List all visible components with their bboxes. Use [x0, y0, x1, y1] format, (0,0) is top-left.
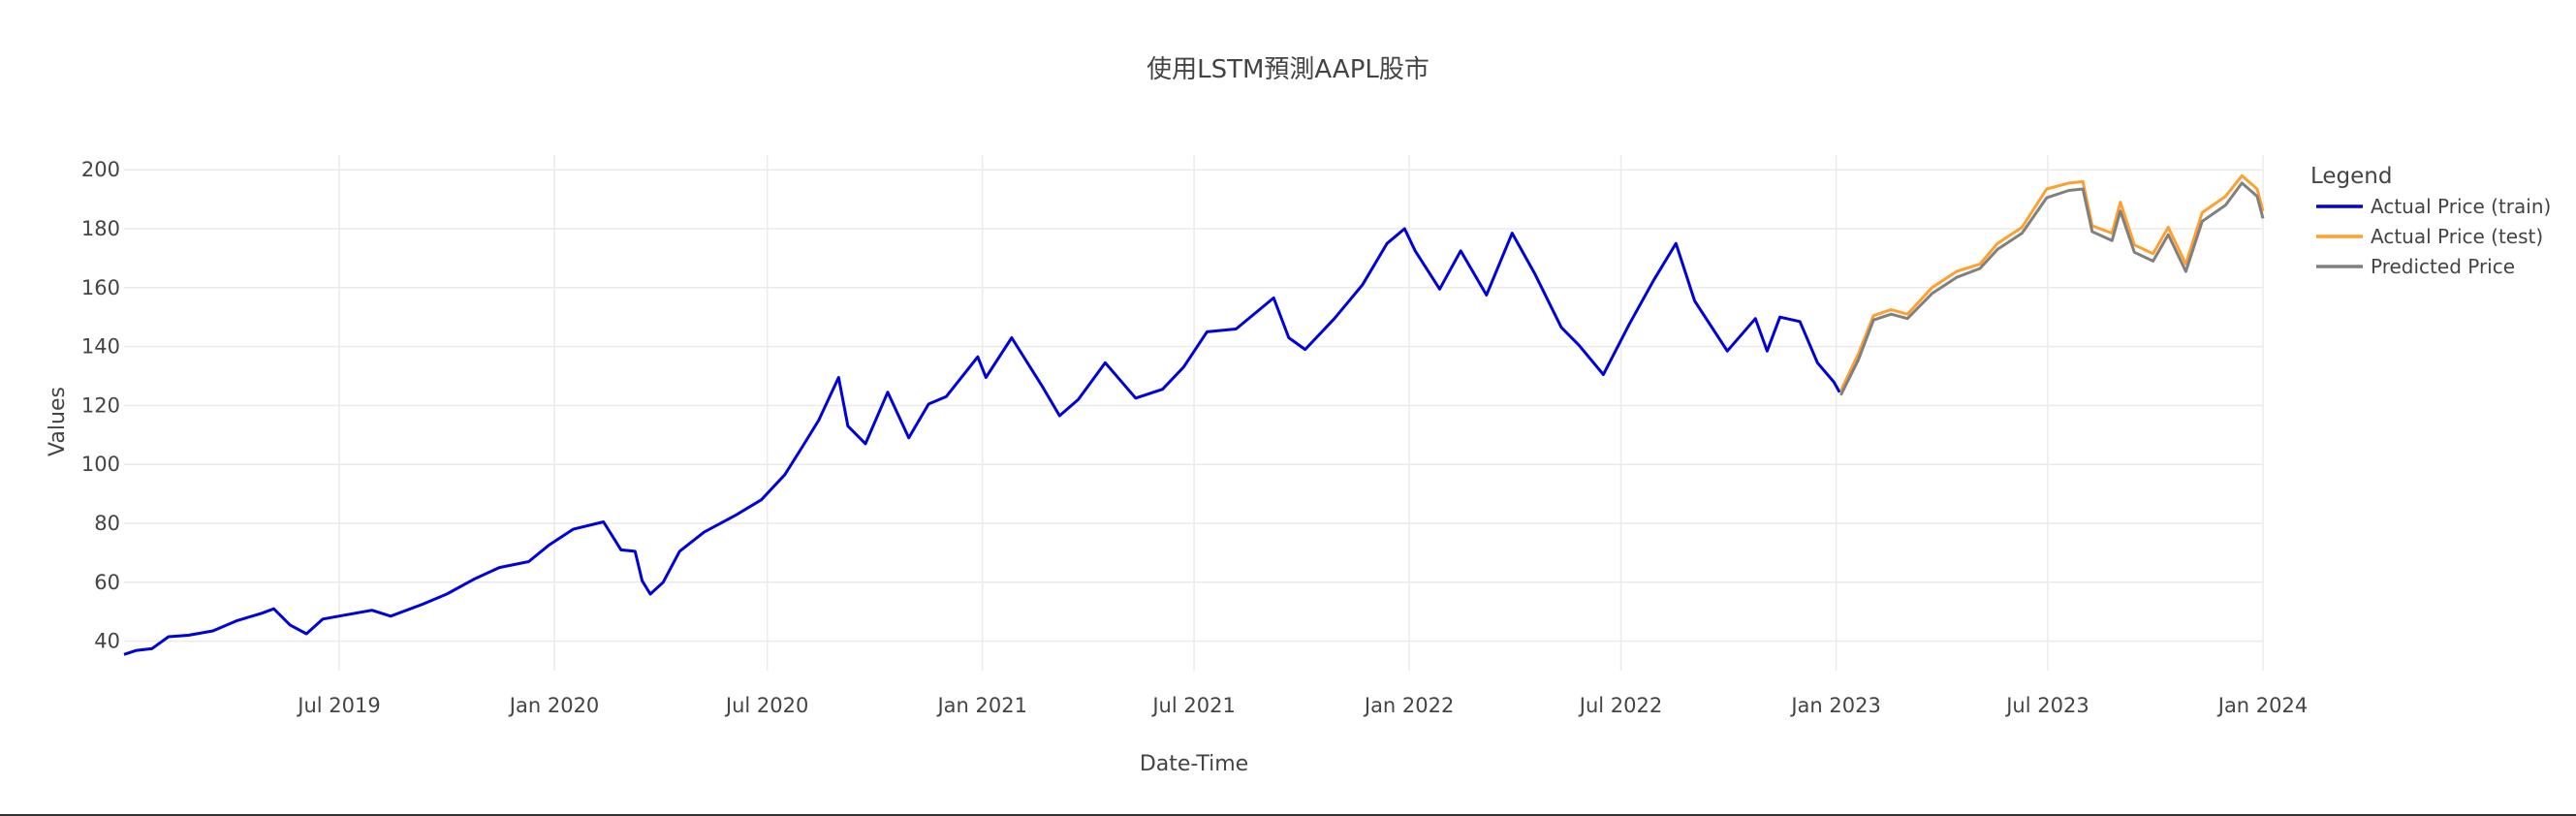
y-tick-label: 160	[81, 276, 120, 299]
legend[interactable]: Legend Actual Price (train) Actual Price …	[2310, 164, 2551, 278]
x-tick-label: Jan 2020	[508, 694, 600, 717]
legend-label: Actual Price (train)	[2371, 195, 2551, 218]
series-lines	[123, 173, 2265, 656]
x-tick-label: Jan 2021	[935, 694, 1027, 717]
x-axis-ticks: Jul 2019 Jan 2020 Jul 2020 Jan 2021 Jul 2021…	[296, 694, 2308, 717]
x-tick-label: Jan 2022	[1363, 694, 1455, 717]
y-tick-label: 140	[81, 335, 120, 359]
legend-title: Legend	[2310, 164, 2393, 189]
series-line-1	[1839, 173, 2265, 392]
y-tick-label: 40	[94, 630, 120, 653]
series-line-0	[123, 227, 1841, 656]
chart-title: 使用LSTM預測AAPL股市	[1147, 55, 1429, 84]
y-tick-label: 80	[94, 512, 120, 535]
legend-item-1[interactable]: Actual Price (test)	[2316, 225, 2543, 248]
y-axis-label: Values	[46, 387, 70, 456]
x-axis-label: Date-Time	[1140, 752, 1248, 776]
series-line-2	[1839, 181, 2265, 396]
y-axis-ticks: 40 60 80 100 120 140 160 180 200	[81, 158, 120, 652]
x-tick-label: Jan 2023	[1789, 694, 1881, 717]
legend-item-2[interactable]: Predicted Price	[2316, 255, 2515, 278]
y-tick-label: 180	[81, 217, 120, 240]
y-tick-label: 100	[81, 453, 120, 476]
x-tick-label: Jul 2023	[2004, 694, 2089, 717]
x-tick-label: Jul 2019	[296, 694, 380, 717]
legend-item-0[interactable]: Actual Price (train)	[2316, 195, 2551, 218]
legend-label: Actual Price (test)	[2371, 225, 2543, 248]
grid	[124, 155, 2264, 671]
x-tick-label: Jan 2024	[2216, 694, 2309, 717]
x-tick-label: Jul 2021	[1150, 694, 1235, 717]
y-tick-label: 60	[94, 571, 120, 594]
bottom-border	[0, 814, 2576, 816]
y-tick-label: 200	[81, 158, 120, 181]
x-tick-label: Jul 2022	[1578, 694, 1662, 717]
y-tick-label: 120	[81, 393, 120, 417]
x-tick-label: Jul 2020	[724, 694, 808, 717]
legend-label: Predicted Price	[2371, 255, 2515, 278]
